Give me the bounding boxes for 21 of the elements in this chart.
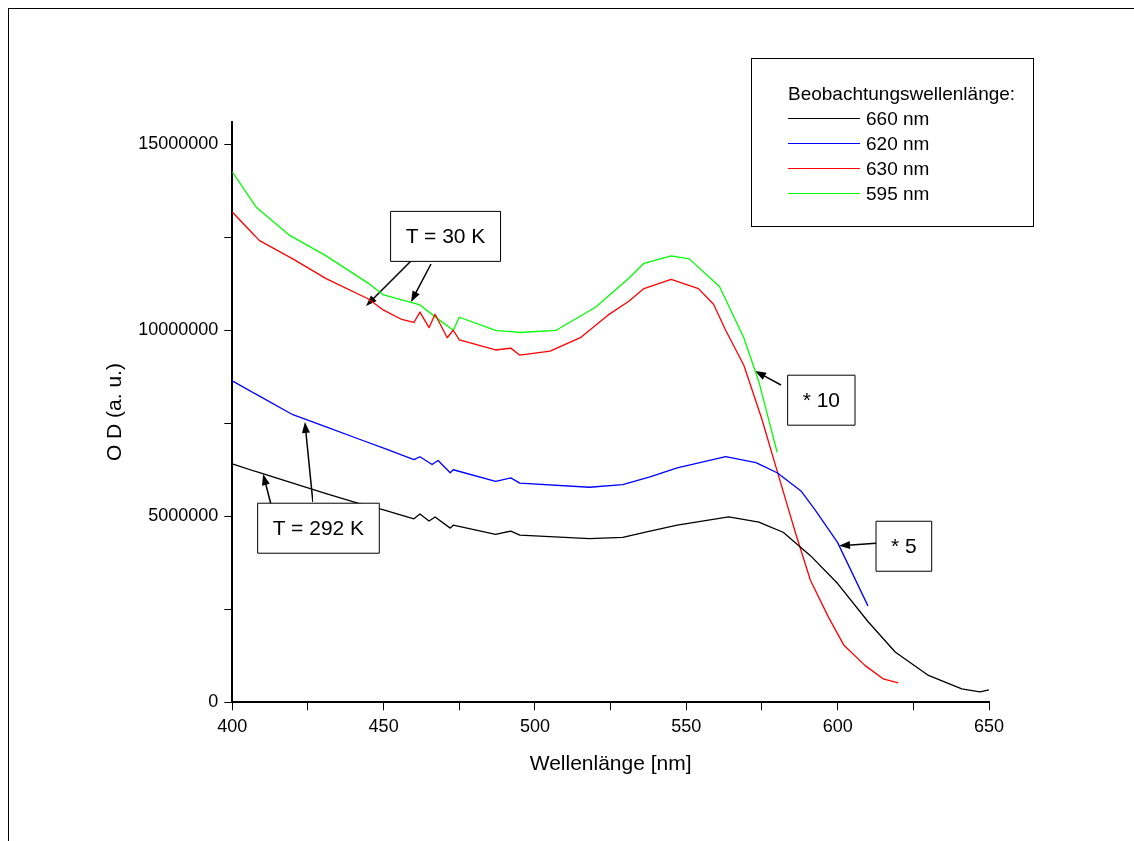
- annotation: T = 292 K: [272, 516, 365, 540]
- legend-label: 630 nm: [866, 157, 930, 181]
- y-tick-label: 15000000: [138, 133, 219, 154]
- legend-label: 595 nm: [866, 182, 930, 206]
- legend-label: 620 nm: [866, 132, 930, 156]
- x-axis-title: Wellenlänge [nm]: [529, 751, 692, 775]
- x-tick-label: 550: [671, 715, 702, 736]
- y-tick-label: 5000000: [148, 505, 219, 526]
- y-tick-label: 0: [208, 691, 219, 712]
- annotation: * 5: [891, 534, 917, 558]
- y-tick-label: 10000000: [138, 319, 219, 340]
- x-tick-label: 400: [217, 715, 248, 736]
- x-tick-label: 600: [822, 715, 853, 736]
- x-tick-label: 650: [973, 715, 1005, 736]
- x-tick-label: 450: [368, 715, 399, 736]
- legend-label: 660 nm: [866, 107, 930, 131]
- legend-title: Beobachtungswellenlänge:: [788, 82, 1016, 106]
- x-tick-label: 500: [519, 715, 550, 736]
- annotation: * 10: [802, 387, 841, 411]
- y-axis-title: O D (a. u.): [102, 363, 126, 462]
- annotation: T = 30 K: [405, 224, 486, 248]
